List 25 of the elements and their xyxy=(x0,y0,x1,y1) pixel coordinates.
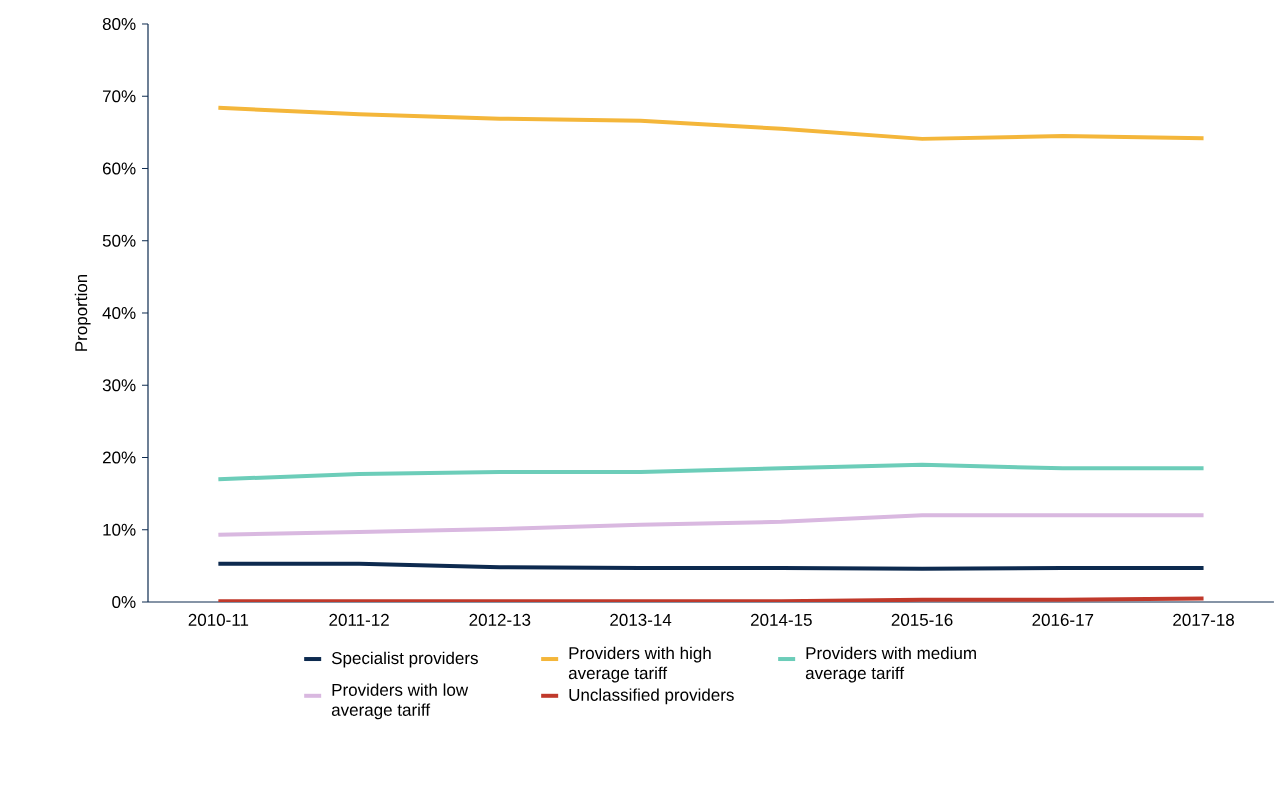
legend-label: Providers with high average tariff xyxy=(568,646,711,683)
y-tick-label: 50% xyxy=(102,234,136,247)
y-tick-label: 20% xyxy=(102,451,136,464)
y-tick-label: 10% xyxy=(103,523,136,536)
x-tick-label: 2014-15 xyxy=(751,613,812,626)
line-series xyxy=(216,105,1206,141)
x-tick-label: 2011-12 xyxy=(329,613,389,626)
y-tick-label: 70% xyxy=(102,90,136,103)
y-tick-label: 60% xyxy=(102,162,136,175)
x-tick-label: 2010-11 xyxy=(188,613,249,626)
x-tick-label: 2012-13 xyxy=(469,613,531,626)
y-tick-label: 80% xyxy=(102,17,136,31)
x-tick-label: 2013-14 xyxy=(610,613,672,626)
y-axis-title: Proportion xyxy=(74,274,91,351)
legend-label: Specialist providers xyxy=(331,651,478,668)
legend-label: Providers with medium average tariff xyxy=(805,646,976,683)
y-tick-label: 30% xyxy=(102,379,136,392)
legend-label: Unclassified providers xyxy=(569,688,734,705)
y-tick-label: 0% xyxy=(112,595,136,609)
y-tick-label: 40% xyxy=(102,306,136,320)
x-tick-label: 2017-18 xyxy=(1173,613,1234,626)
line-series xyxy=(216,462,1206,482)
x-tick-label: 2015-16 xyxy=(891,613,953,626)
x-tick-label: 2016-17 xyxy=(1032,613,1094,626)
legend-label: Providers with low average tariff xyxy=(331,683,469,720)
